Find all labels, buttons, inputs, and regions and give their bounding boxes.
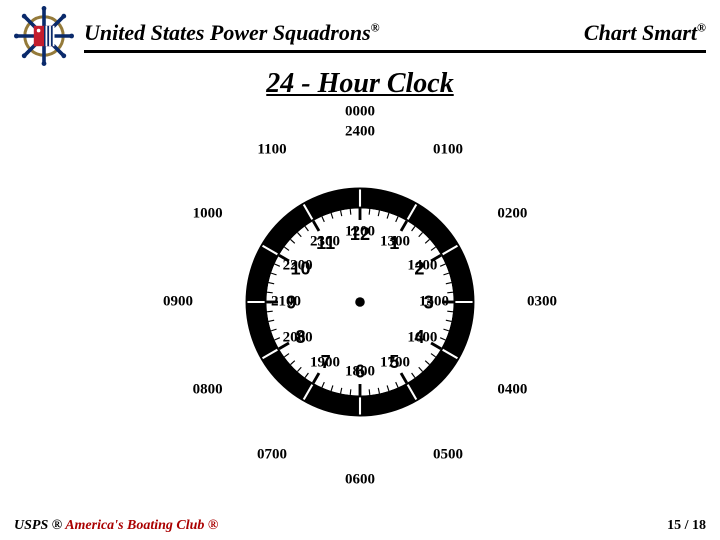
- header: United States Power Squadrons® Chart Sma…: [0, 0, 720, 66]
- org-name: United States Power Squadrons®: [84, 20, 380, 46]
- clock-label: 0300: [527, 294, 557, 311]
- clock-label: 0500: [433, 446, 463, 463]
- page-number: 15 / 18: [667, 518, 706, 534]
- header-bar: United States Power Squadrons® Chart Sma…: [84, 20, 706, 53]
- clock-label: 0900: [163, 294, 193, 311]
- page-title: 24 - Hour Clock: [0, 68, 720, 100]
- clock-label: 2000: [283, 330, 313, 347]
- clock-label: 1300: [380, 233, 410, 250]
- clock-label: 0600: [345, 472, 375, 489]
- clock-label: 0200: [497, 206, 527, 223]
- clock-label: 0000: [345, 104, 375, 121]
- clock-label: 0100: [433, 141, 463, 158]
- clock-label: 2100: [271, 294, 301, 311]
- usps-wheel-logo: [14, 6, 74, 66]
- clock-label: 0400: [497, 382, 527, 399]
- clock-label: 1100: [257, 141, 286, 158]
- clock-label: 1800: [345, 364, 375, 381]
- clock-label: 2200: [283, 258, 313, 275]
- brand-name: Chart Smart®: [584, 20, 706, 46]
- clock-label: 1200: [345, 224, 375, 241]
- clock-label: 1900: [310, 355, 340, 372]
- footer: USPS ® America's Boating Club ® 15 / 18: [0, 518, 720, 534]
- clock-diagram: 121234567891011 000024000100020003000400…: [236, 178, 484, 426]
- clock-label: 1600: [407, 330, 437, 347]
- clock-label: 2400: [345, 124, 375, 141]
- clock-label: 1000: [193, 206, 223, 223]
- clock-label: 1700: [380, 355, 410, 372]
- clock-label: 0700: [257, 446, 287, 463]
- footer-left: USPS ® America's Boating Club ®: [14, 518, 218, 534]
- clock-label: 1500: [419, 294, 449, 311]
- clock-label: 1400: [407, 258, 437, 275]
- clock-label: 0800: [193, 382, 223, 399]
- clock-label: 2300: [310, 233, 340, 250]
